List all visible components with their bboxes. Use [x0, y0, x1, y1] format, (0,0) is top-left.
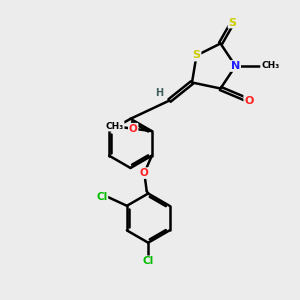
Text: O: O [140, 168, 149, 178]
Text: O: O [129, 124, 138, 134]
Text: Cl: Cl [96, 192, 107, 202]
Text: H: H [155, 88, 163, 98]
Text: CH₃: CH₃ [261, 61, 279, 70]
Text: O: O [244, 95, 254, 106]
Text: CH₃: CH₃ [106, 122, 124, 131]
Text: S: S [229, 17, 236, 28]
Text: S: S [193, 50, 200, 61]
Text: N: N [231, 61, 240, 71]
Text: Cl: Cl [142, 256, 154, 266]
